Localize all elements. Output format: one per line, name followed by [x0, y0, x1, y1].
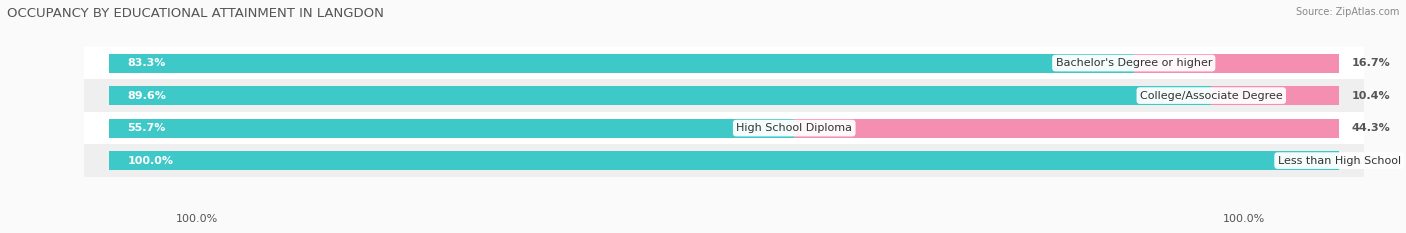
Bar — [1133, 54, 1339, 72]
Bar — [84, 112, 1364, 144]
Bar — [110, 119, 794, 137]
Text: 10.4%: 10.4% — [1351, 91, 1391, 101]
Text: Bachelor's Degree or higher: Bachelor's Degree or higher — [1056, 58, 1212, 68]
Bar — [84, 144, 1364, 177]
Bar — [84, 79, 1364, 112]
Bar — [1211, 86, 1339, 105]
Bar — [110, 54, 1133, 72]
Legend: Owner-occupied, Renter-occupied: Owner-occupied, Renter-occupied — [599, 230, 849, 233]
Bar — [84, 47, 1364, 79]
Text: 0.0%: 0.0% — [1351, 156, 1382, 166]
Text: 55.7%: 55.7% — [128, 123, 166, 133]
Text: OCCUPANCY BY EDUCATIONAL ATTAINMENT IN LANGDON: OCCUPANCY BY EDUCATIONAL ATTAINMENT IN L… — [7, 7, 384, 20]
Text: 100.0%: 100.0% — [176, 214, 218, 224]
Text: College/Associate Degree: College/Associate Degree — [1140, 91, 1282, 101]
Text: 100.0%: 100.0% — [1223, 214, 1265, 224]
Text: 16.7%: 16.7% — [1351, 58, 1391, 68]
Text: 89.6%: 89.6% — [128, 91, 166, 101]
Bar — [794, 119, 1340, 137]
Text: Less than High School: Less than High School — [1278, 156, 1400, 166]
Text: 100.0%: 100.0% — [128, 156, 173, 166]
Text: High School Diploma: High School Diploma — [737, 123, 852, 133]
Text: 83.3%: 83.3% — [128, 58, 166, 68]
Text: Source: ZipAtlas.com: Source: ZipAtlas.com — [1295, 7, 1399, 17]
Bar — [110, 86, 1211, 105]
Bar — [110, 151, 1339, 170]
Text: 44.3%: 44.3% — [1351, 123, 1391, 133]
